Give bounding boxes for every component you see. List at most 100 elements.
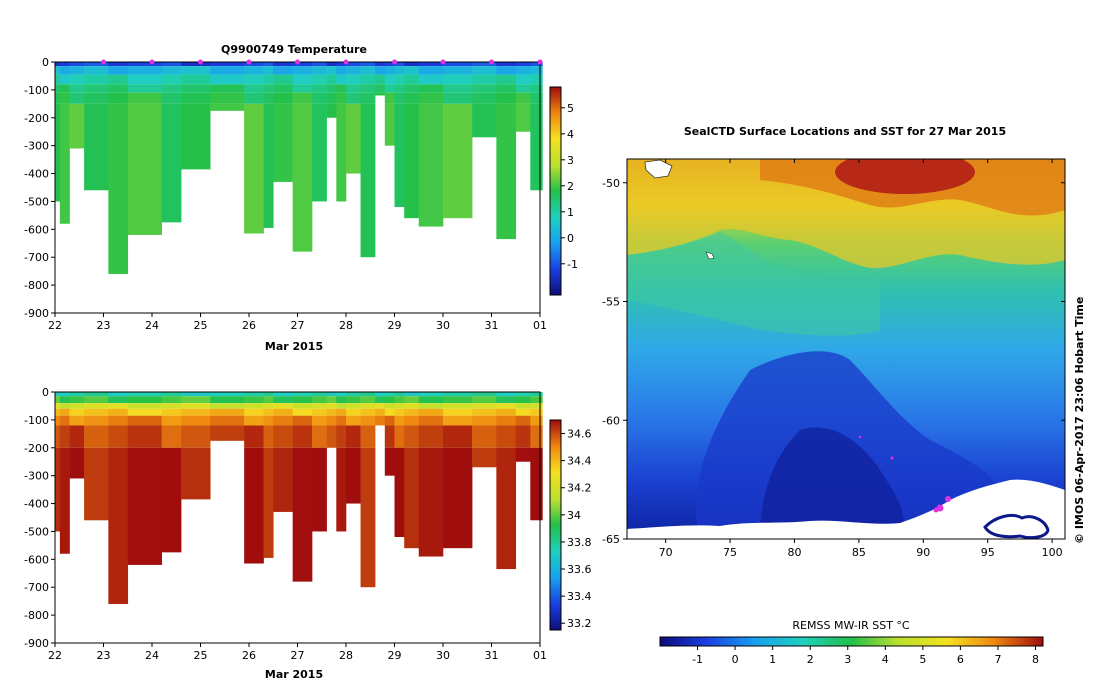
salinity-cell	[292, 415, 313, 426]
salinity-x-tick-label: 23	[97, 649, 111, 662]
temperature-cell	[443, 84, 473, 93]
salinity-colorbar-tick-label: 34.4	[567, 455, 592, 468]
sst-map-y-tick-label: -65	[602, 533, 620, 546]
salinity-cell	[404, 403, 420, 409]
temperature-cell	[181, 62, 211, 67]
temperature-cell	[210, 92, 245, 104]
salinity-cell	[443, 447, 473, 549]
salinity-cell	[181, 425, 211, 448]
seal-location-marker	[933, 507, 939, 513]
salinity-cell	[530, 415, 543, 426]
salinity-cell	[496, 425, 517, 448]
salinity-cell	[394, 415, 405, 426]
temperature-profile-marker	[246, 59, 252, 65]
temperature-cell	[161, 74, 182, 85]
temperature-x-tick-label: 01	[533, 319, 547, 332]
salinity-cell	[418, 447, 444, 557]
salinity-cell	[515, 408, 531, 416]
temperature-cell	[394, 103, 405, 208]
salinity-x-tick-label: 24	[145, 649, 159, 662]
temperature-cell	[530, 92, 543, 104]
sst-map-y-tick-label: -50	[602, 177, 620, 190]
salinity-x-axis-label: Mar 2015	[265, 668, 323, 681]
salinity-data	[55, 392, 543, 604]
salinity-cell	[384, 403, 395, 409]
salinity-colorbar-tick-label: 34	[567, 509, 581, 522]
temperature-profile-marker	[198, 59, 203, 65]
salinity-cell	[273, 408, 293, 416]
salinity-cell	[530, 425, 543, 448]
temperature-x-tick-label: 26	[242, 319, 256, 332]
salinity-cell	[404, 392, 420, 397]
salinity-cell	[418, 403, 444, 409]
temperature-x-tick-label: 28	[339, 319, 353, 332]
salinity-cell	[326, 408, 337, 416]
salinity-cell	[326, 403, 337, 409]
temperature-cell	[181, 74, 211, 85]
temperature-cell	[312, 84, 327, 93]
salinity-cell	[394, 408, 405, 416]
sst-field	[627, 159, 1065, 539]
temperature-y-tick-label: -900	[24, 307, 49, 320]
salinity-cell	[360, 408, 376, 416]
salinity-cell	[312, 408, 327, 416]
temperature-cell	[108, 62, 129, 67]
sst-map-x-tick-label: 85	[852, 546, 866, 559]
temperature-cell	[346, 66, 361, 75]
temperature-profile-marker	[440, 59, 446, 65]
salinity-cell	[55, 408, 61, 416]
salinity-cell	[181, 408, 211, 416]
sst-coldest-region	[760, 427, 904, 539]
temperature-cell	[108, 74, 129, 85]
salinity-cell	[384, 415, 395, 426]
salinity-cell	[292, 425, 313, 448]
temperature-profile-marker	[489, 59, 494, 65]
temperature-cell	[360, 84, 376, 93]
temperature-cell	[384, 74, 395, 85]
salinity-cell	[360, 425, 376, 448]
salinity-cell	[312, 425, 327, 448]
temperature-cell	[443, 62, 473, 67]
temperature-cell	[161, 92, 182, 104]
salinity-cell	[210, 396, 245, 404]
salinity-cell	[443, 415, 473, 426]
heard-island	[705, 251, 715, 260]
salinity-y-tick-label: -100	[24, 414, 49, 427]
temperature-cell	[273, 66, 293, 75]
temperature-cell	[496, 103, 517, 240]
salinity-cell	[360, 447, 376, 588]
salinity-cell	[360, 415, 376, 426]
temperature-cell	[55, 103, 61, 202]
salinity-cell	[418, 408, 444, 416]
temperature-cell	[292, 66, 313, 75]
salinity-x-tick-label: 31	[485, 649, 499, 662]
salinity-cell	[394, 396, 405, 404]
salinity-cell	[244, 396, 264, 404]
temperature-cell	[312, 92, 327, 104]
temperature-cell	[263, 62, 274, 67]
salinity-cell	[108, 392, 129, 397]
temperature-cell	[263, 84, 274, 93]
salinity-cell	[496, 396, 517, 404]
temperature-cell	[273, 62, 293, 67]
temperature-cell	[263, 74, 274, 85]
salinity-cell	[55, 396, 61, 404]
temperature-cell	[404, 103, 420, 219]
temperature-colorbar-tick-label: 1	[567, 206, 574, 219]
salinity-cell	[55, 447, 61, 532]
sst-colorbar-ticks: -1 0 1 2 3 4 5 6 7 8	[692, 646, 1039, 666]
temperature-cell	[375, 84, 386, 93]
temperature-y-tick-label: -400	[24, 168, 49, 181]
salinity-cell	[443, 403, 473, 409]
temperature-cell	[360, 103, 376, 258]
salinity-cell	[161, 392, 182, 397]
temperature-x-tick-label: 25	[194, 319, 208, 332]
salinity-y-tick-label: -200	[24, 442, 49, 455]
salinity-cell	[404, 408, 420, 416]
temperature-cell	[127, 66, 162, 75]
salinity-x-tick-label: 25	[194, 649, 208, 662]
salinity-cell	[161, 447, 182, 553]
salinity-cell	[244, 403, 264, 409]
salinity-cell	[69, 425, 85, 448]
temperature-cell	[210, 84, 245, 93]
